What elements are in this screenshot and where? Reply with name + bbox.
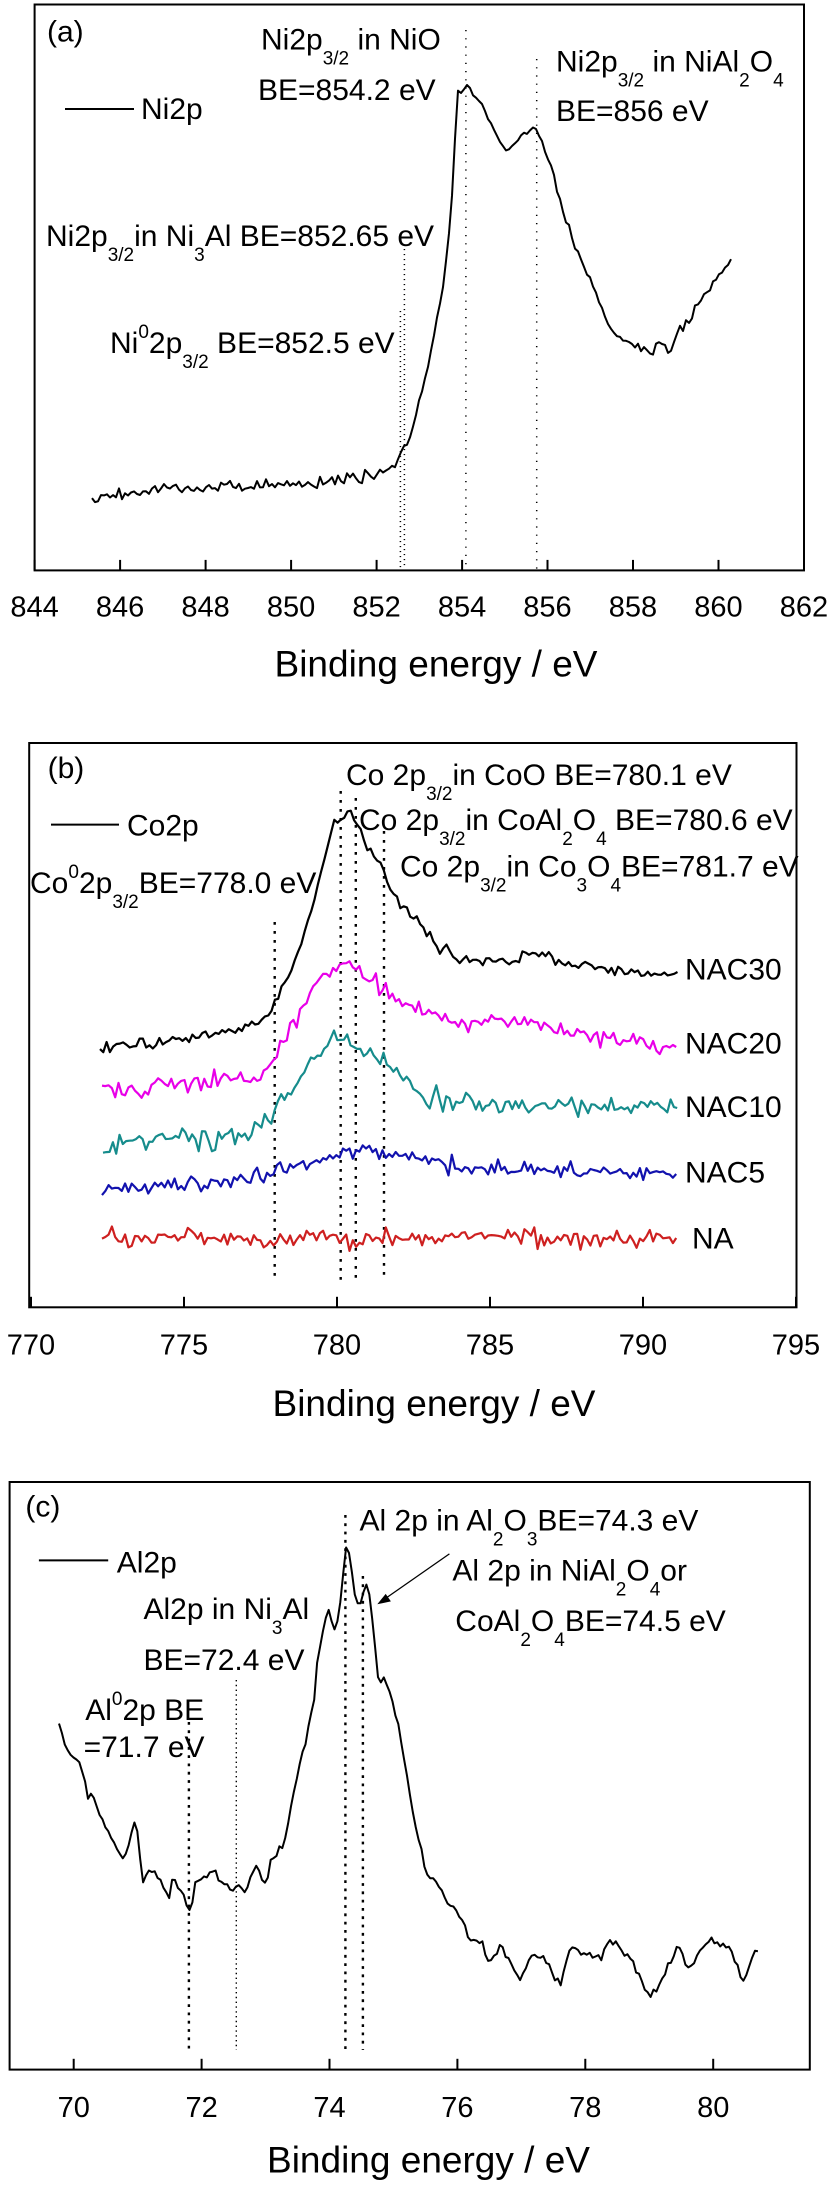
svg-text:785: 785 <box>466 1330 514 1362</box>
svg-text:Al 2p in NiAl2​O4​or: Al 2p in NiAl2​O4​or <box>452 1555 687 1601</box>
svg-text:Co 2p3/2​in Co3​O4​BE=781.7 eV: Co 2p3/2​in Co3​O4​BE=781.7 eV <box>400 851 799 897</box>
svg-text:BE=854.2 eV: BE=854.2 eV <box>258 74 436 107</box>
svg-text:Co2p: Co2p <box>127 810 199 843</box>
svg-text:Al2p: Al2p <box>117 1547 177 1580</box>
svg-text:Ni2p3/2​ in NiAl2​O4​: Ni2p3/2​ in NiAl2​O4​ <box>556 46 784 92</box>
svg-text:848: 848 <box>181 592 229 624</box>
svg-text:770: 770 <box>7 1330 55 1362</box>
svg-text:856: 856 <box>523 592 571 624</box>
svg-text:(c): (c) <box>25 1490 60 1523</box>
svg-text:=71.7 eV: =71.7 eV <box>84 1731 205 1764</box>
svg-text:BE=72.4 eV: BE=72.4 eV <box>144 1644 305 1677</box>
svg-text:Co0​2p3/2​BE=778.0 eV: Co0​2p3/2​BE=778.0 eV <box>30 862 316 913</box>
svg-text:780: 780 <box>313 1330 361 1362</box>
svg-text:775: 775 <box>160 1330 208 1362</box>
svg-text:860: 860 <box>694 592 742 624</box>
svg-text:850: 850 <box>267 592 315 624</box>
svg-text:(b): (b) <box>48 752 85 785</box>
svg-text:Binding energy / eV: Binding energy / eV <box>273 1383 596 1424</box>
svg-text:858: 858 <box>609 592 657 624</box>
svg-text:795: 795 <box>772 1330 820 1362</box>
svg-text:74: 74 <box>313 2092 345 2124</box>
svg-text:NAC10: NAC10 <box>685 1091 782 1124</box>
svg-text:NA: NA <box>692 1223 734 1256</box>
svg-text:Ni0​2p3/2​ BE=852.5 eV: Ni0​2p3/2​ BE=852.5 eV <box>110 322 395 373</box>
svg-text:854: 854 <box>438 592 486 624</box>
svg-text:Binding energy / eV: Binding energy / eV <box>267 2139 590 2180</box>
svg-text:Co 2p3/2​in CoO BE=780.1 eV: Co 2p3/2​in CoO BE=780.1 eV <box>346 759 732 805</box>
svg-text:852: 852 <box>352 592 400 624</box>
svg-text:844: 844 <box>10 592 58 624</box>
svg-text:76: 76 <box>441 2092 473 2124</box>
svg-text:Ni2p: Ni2p <box>141 93 203 126</box>
svg-text:80: 80 <box>697 2092 729 2124</box>
svg-text:Al0​2p BE: Al0​2p BE <box>85 1689 204 1727</box>
svg-text:862: 862 <box>780 592 828 624</box>
svg-text:Al2p in Ni3​Al: Al2p in Ni3​Al <box>144 1593 310 1639</box>
svg-text:Binding energy / eV: Binding energy / eV <box>275 644 598 685</box>
svg-text:CoAl2​O4​BE=74.5 eV: CoAl2​O4​BE=74.5 eV <box>455 1605 726 1651</box>
svg-text:(a): (a) <box>47 16 84 49</box>
svg-text:NAC30: NAC30 <box>685 954 782 987</box>
svg-text:790: 790 <box>619 1330 667 1362</box>
svg-text:NAC20: NAC20 <box>685 1028 782 1061</box>
svg-text:72: 72 <box>185 2092 217 2124</box>
svg-text:846: 846 <box>96 592 144 624</box>
svg-text:78: 78 <box>569 2092 601 2124</box>
svg-text:Co 2p3/2​in CoAl2​O4​ BE=780.6: Co 2p3/2​in CoAl2​O4​ BE=780.6 eV <box>359 804 793 850</box>
svg-text:Al 2p in Al2​O3​BE=74.3 eV: Al 2p in Al2​O3​BE=74.3 eV <box>360 1504 699 1550</box>
svg-text:BE=856 eV: BE=856 eV <box>556 95 709 128</box>
svg-text:NAC5: NAC5 <box>685 1157 765 1190</box>
svg-text:Ni2p3/2​in Ni3​Al BE=852.65 eV: Ni2p3/2​in Ni3​Al BE=852.65 eV <box>46 220 434 266</box>
svg-text:70: 70 <box>58 2092 90 2124</box>
svg-text:Ni2p3/2​ in NiO: Ni2p3/2​ in NiO <box>261 24 441 70</box>
